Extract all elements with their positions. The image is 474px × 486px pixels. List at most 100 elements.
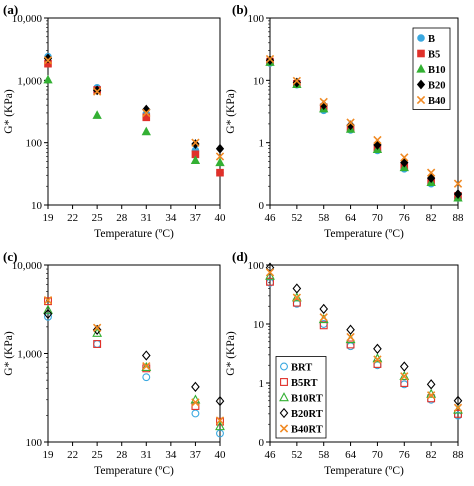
- data-point: [92, 110, 102, 119]
- data-point: [43, 304, 53, 314]
- x-tick-label: 31: [141, 449, 152, 461]
- data-point: [215, 395, 225, 407]
- y-tick-label: 100: [248, 260, 265, 272]
- x-tick-label: 76: [399, 212, 411, 224]
- x-tick-label: 64: [345, 212, 357, 224]
- data-point: [92, 323, 102, 332]
- data-point: [191, 402, 200, 410]
- data-point: [141, 126, 151, 136]
- y-tick-label: 100: [26, 138, 43, 150]
- data-point: [44, 297, 52, 306]
- data-point: [346, 324, 355, 335]
- data-point: [191, 409, 200, 418]
- y-tick-label: 10: [31, 200, 43, 212]
- data-point: [346, 332, 355, 342]
- x-tick-label: 34: [165, 212, 177, 224]
- legend-label: B40: [428, 96, 446, 107]
- data-point: [346, 342, 355, 351]
- legend-label: B5: [428, 50, 440, 61]
- data-point: [291, 292, 302, 302]
- data-point: [426, 168, 436, 177]
- x-tick-label: 25: [92, 449, 104, 461]
- y-tick-label: 10: [253, 75, 265, 87]
- x-tick-label: 58: [318, 212, 330, 224]
- data-point: [93, 340, 102, 348]
- legend-marker: [279, 424, 289, 433]
- data-point: [191, 381, 200, 392]
- data-point: [92, 324, 102, 336]
- data-point: [215, 143, 225, 154]
- data-point: [400, 157, 409, 168]
- data-point: [292, 76, 302, 86]
- legend-label: B20: [428, 81, 446, 92]
- data-point: [319, 321, 328, 330]
- legend-label: B40RT: [291, 425, 323, 436]
- legend: BRT B5RT B10RT B20RT B40RT: [275, 356, 327, 439]
- legend-label: B5RT: [291, 378, 317, 389]
- data-point: [373, 343, 382, 354]
- x-tick-label: 52: [291, 449, 302, 461]
- legend-marker: [280, 378, 288, 386]
- x-tick-label: 46: [265, 212, 277, 224]
- panel-label: (b): [232, 2, 248, 17]
- data-point: [453, 403, 463, 412]
- x-tick-label: 82: [426, 449, 437, 461]
- panel-label: (c): [3, 249, 17, 264]
- data-point: [265, 270, 275, 280]
- x-tick-label: 22: [67, 449, 78, 461]
- y-tick-label: 0: [259, 200, 265, 212]
- legend-marker: [417, 34, 425, 42]
- series-B20: [43, 53, 225, 154]
- x-tick-label: 88: [453, 212, 465, 224]
- x-tick-label: 34: [165, 449, 177, 461]
- y-tick-label: 100: [248, 13, 265, 25]
- data-point: [142, 108, 151, 118]
- data-point: [92, 87, 102, 96]
- data-point: [265, 54, 275, 64]
- y-tick-label: 1: [259, 138, 265, 150]
- series-B40: [43, 56, 225, 161]
- data-point: [216, 168, 224, 177]
- x-tick-label: 28: [116, 449, 128, 461]
- legend: B B5 B10 B20 B40: [412, 27, 451, 110]
- data-point: [400, 153, 409, 162]
- legend-marker: [416, 63, 426, 73]
- x-tick-label: 46: [265, 449, 277, 461]
- data-point: [292, 293, 302, 302]
- series-B10: [43, 74, 225, 167]
- data-point: [453, 395, 463, 406]
- data-point: [266, 277, 274, 286]
- data-point: [399, 361, 409, 372]
- y-tick-label: 0: [259, 437, 265, 449]
- x-tick-label: 31: [141, 212, 152, 224]
- y-tick-label: 1,000: [17, 75, 42, 87]
- panel-d: (d) 46 52 58 64 70 76 82 88 0 1 10 100 Temperature (º…: [225, 249, 464, 477]
- data-point: [43, 74, 53, 84]
- data-point: [426, 379, 436, 390]
- plot-frame: [47, 264, 221, 443]
- y-tick-label: 10: [253, 319, 265, 331]
- series-B40: [265, 54, 463, 188]
- data-point: [43, 308, 53, 320]
- data-point: [265, 268, 275, 277]
- data-point: [191, 398, 200, 407]
- x-tick-label: 19: [43, 449, 55, 461]
- data-point: [373, 135, 382, 145]
- x-tick-label: 37: [190, 449, 202, 461]
- x-tick-label: 19: [43, 212, 55, 224]
- y-axis-label: G* (KPa): [3, 331, 15, 376]
- data-point: [292, 77, 301, 88]
- x-tick-label: 40: [215, 212, 227, 224]
- x-tick-label: 52: [291, 212, 302, 224]
- legend-marker: [279, 407, 289, 419]
- data-point: [142, 373, 151, 382]
- legend-label: B20RT: [291, 409, 323, 420]
- y-tick-label: 1,000: [17, 349, 42, 361]
- data-point: [319, 303, 329, 315]
- y-tick-label: 10,000: [12, 260, 43, 272]
- data-point: [319, 97, 328, 107]
- data-point: [191, 138, 200, 147]
- data-point: [346, 340, 355, 349]
- data-point: [141, 350, 151, 361]
